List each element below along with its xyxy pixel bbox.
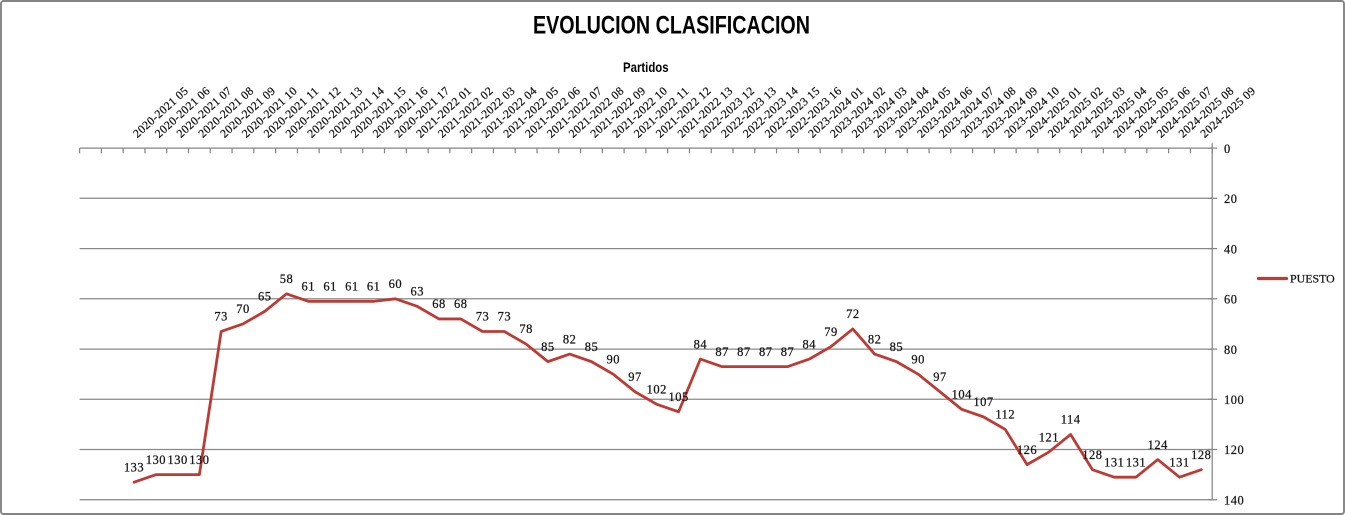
svg-text:68: 68 xyxy=(454,297,468,311)
svg-text:Partidos: Partidos xyxy=(623,59,669,75)
svg-text:60: 60 xyxy=(389,277,403,291)
svg-text:61: 61 xyxy=(302,280,316,294)
svg-text:61: 61 xyxy=(345,280,359,294)
svg-text:60: 60 xyxy=(1224,293,1238,307)
svg-text:72: 72 xyxy=(846,307,860,321)
svg-text:100: 100 xyxy=(1224,393,1244,407)
svg-text:107: 107 xyxy=(973,395,993,409)
svg-text:61: 61 xyxy=(367,280,381,294)
svg-text:130: 130 xyxy=(146,453,166,467)
svg-text:73: 73 xyxy=(476,310,490,324)
svg-text:85: 85 xyxy=(890,340,904,354)
svg-text:87: 87 xyxy=(715,345,729,359)
svg-text:40: 40 xyxy=(1224,242,1238,256)
svg-text:128: 128 xyxy=(1191,448,1211,462)
svg-text:97: 97 xyxy=(628,370,642,384)
svg-text:131: 131 xyxy=(1169,455,1189,469)
svg-text:124: 124 xyxy=(1148,438,1169,452)
svg-text:85: 85 xyxy=(585,340,599,354)
svg-text:120: 120 xyxy=(1224,443,1244,457)
svg-text:78: 78 xyxy=(519,322,533,336)
svg-text:140: 140 xyxy=(1224,494,1244,508)
svg-text:20: 20 xyxy=(1224,192,1238,206)
svg-text:68: 68 xyxy=(432,297,446,311)
svg-text:70: 70 xyxy=(236,302,250,316)
svg-text:85: 85 xyxy=(541,340,555,354)
svg-text:61: 61 xyxy=(323,280,337,294)
svg-text:130: 130 xyxy=(189,453,209,467)
svg-text:114: 114 xyxy=(1061,413,1081,427)
svg-text:80: 80 xyxy=(1224,343,1238,357)
svg-text:PUESTO: PUESTO xyxy=(1290,272,1335,286)
svg-text:87: 87 xyxy=(781,345,795,359)
svg-text:128: 128 xyxy=(1082,448,1102,462)
svg-text:EVOLUCION CLASIFICACION: EVOLUCION CLASIFICACION xyxy=(533,11,810,39)
svg-text:73: 73 xyxy=(498,310,512,324)
svg-text:87: 87 xyxy=(737,345,751,359)
svg-text:104: 104 xyxy=(952,388,973,402)
svg-text:121: 121 xyxy=(1039,430,1059,444)
svg-text:58: 58 xyxy=(280,272,294,286)
svg-text:84: 84 xyxy=(694,337,708,351)
svg-text:90: 90 xyxy=(606,352,620,366)
svg-text:82: 82 xyxy=(563,332,577,346)
svg-text:84: 84 xyxy=(803,337,817,351)
svg-text:102: 102 xyxy=(647,383,667,397)
svg-text:65: 65 xyxy=(258,290,272,304)
svg-text:0: 0 xyxy=(1224,142,1231,156)
svg-text:130: 130 xyxy=(167,453,187,467)
svg-text:73: 73 xyxy=(214,310,228,324)
svg-text:105: 105 xyxy=(668,390,688,404)
svg-text:131: 131 xyxy=(1104,455,1124,469)
svg-text:79: 79 xyxy=(824,325,838,339)
svg-text:112: 112 xyxy=(995,408,1015,422)
svg-text:126: 126 xyxy=(1017,443,1037,457)
svg-text:63: 63 xyxy=(410,285,424,299)
svg-text:97: 97 xyxy=(933,370,947,384)
svg-text:90: 90 xyxy=(911,352,925,366)
svg-text:133: 133 xyxy=(124,460,144,474)
svg-text:87: 87 xyxy=(759,345,773,359)
svg-text:131: 131 xyxy=(1126,455,1146,469)
svg-text:82: 82 xyxy=(868,332,882,346)
